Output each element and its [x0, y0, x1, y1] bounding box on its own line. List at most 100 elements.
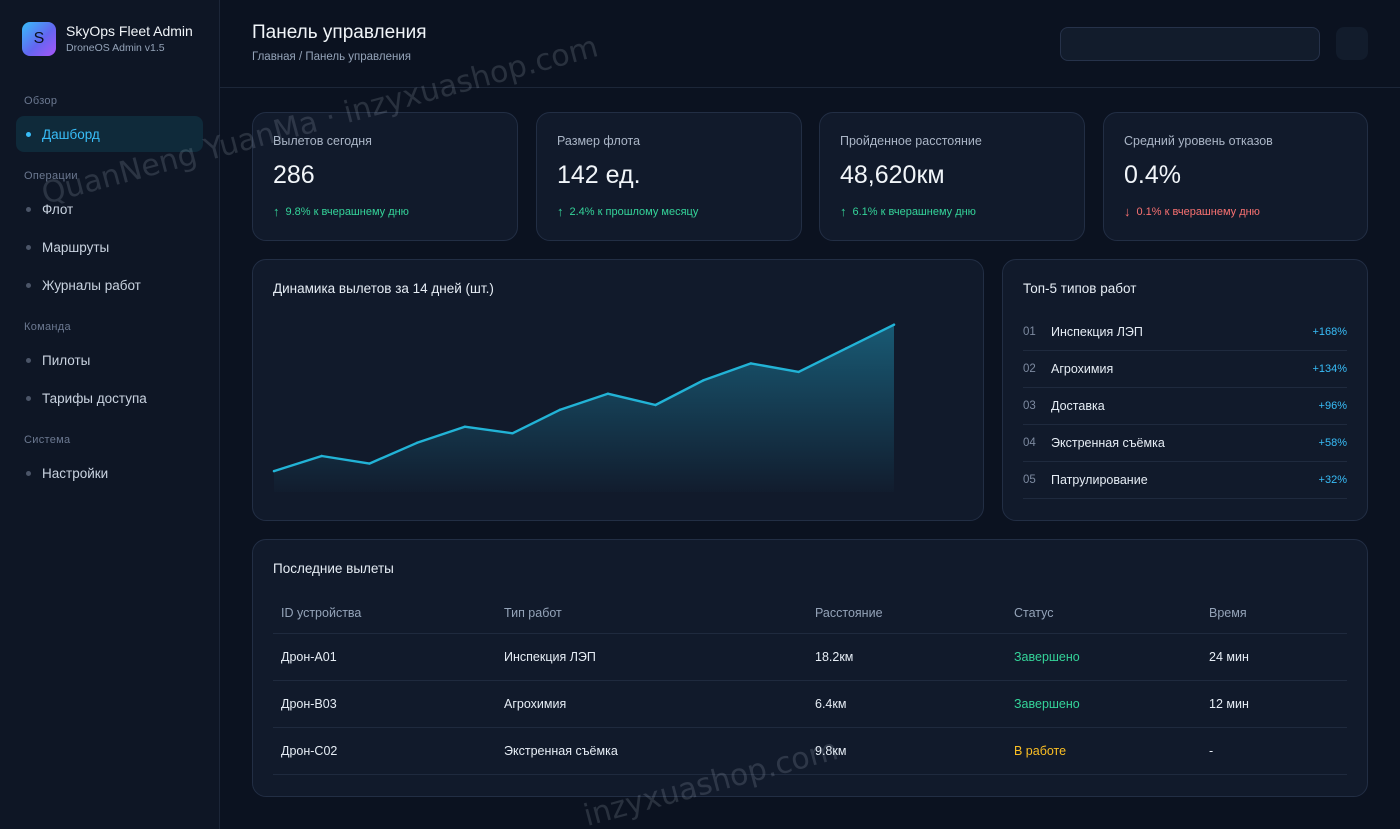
brand: S SkyOps Fleet Admin DroneOS Admin v1.5 [22, 22, 193, 56]
cell-work-type: Экстренная съёмка [504, 744, 618, 758]
table-row[interactable]: Дрон-C02 Экстренная съёмка 9.8км В работ… [273, 728, 1347, 775]
chart-area-fill [274, 324, 894, 492]
list-item[interactable]: 04 Экстренная съёмка +58% [1023, 425, 1347, 462]
chart-point-2 [320, 454, 323, 458]
breadcrumb: Главная / Панель управления [252, 51, 412, 63]
chart-point-10 [702, 379, 705, 382]
list-item[interactable]: 02 Агрохимия +134% [1023, 351, 1347, 388]
arrow-up-icon: ↑ [557, 204, 564, 219]
work-type-name: Агрохимия [1051, 362, 1114, 376]
cell-time: 24 мин [1209, 650, 1249, 664]
work-type-name: Патрулирование [1051, 473, 1148, 487]
chart-point-8 [606, 392, 610, 395]
stat-card-distance: Пройденное расстояние 48,620км ↑ 6.1% к … [819, 112, 1085, 241]
top5-title: Топ-5 типов работ [1023, 281, 1137, 296]
stat-label: Пройденное расстояние [840, 134, 982, 148]
chart-point-9 [654, 403, 657, 407]
page-title: Панель управления [252, 22, 427, 43]
stat-label: Размер флота [557, 134, 641, 148]
stat-change-text: 0.1% к вчерашнему дню [1136, 205, 1260, 218]
sidebar-item-routes[interactable]: Маршруты [16, 229, 203, 265]
sidebar-item-dashboard[interactable]: Дашборд [16, 116, 203, 152]
growth-percent: +134% [1312, 363, 1347, 375]
chart-point-13 [845, 347, 848, 350]
header-action-button[interactable] [1336, 27, 1368, 60]
status-badge: Завершено [1014, 650, 1080, 664]
recent-flights-table: ID устройства Тип работ Расстояние Стату… [273, 592, 1347, 775]
stat-change-text: 2.4% к прошлому месяцу [569, 205, 699, 218]
sidebar: S SkyOps Fleet Admin DroneOS Admin v1.5 … [0, 0, 220, 829]
chart-point-6 [511, 432, 514, 435]
chart-point-7 [558, 408, 562, 411]
sidebar-item-settings[interactable]: Настройки [16, 455, 203, 491]
chart-point-11 [749, 362, 753, 365]
column-header-work-type[interactable]: Тип работ [504, 605, 562, 620]
growth-percent: +32% [1318, 474, 1347, 486]
rank-number: 02 [1023, 363, 1036, 375]
stat-change: ↑ 9.8% к вчерашнему дню [273, 204, 409, 219]
brand-text: SkyOps Fleet Admin DroneOS Admin v1.5 [66, 22, 193, 56]
nav-dot-icon [26, 282, 31, 288]
sidebar-item-pilots[interactable]: Пилоты [16, 342, 203, 378]
stat-change: ↑ 6.1% к вчерашнему дню [840, 204, 976, 219]
cell-device-id: Дрон-C02 [281, 744, 338, 758]
status-badge: Завершено [1014, 697, 1080, 711]
nav-dot-icon [26, 244, 31, 250]
stat-change: ↓ 0.1% к вчерашнему дню [1124, 204, 1260, 219]
arrow-up-icon: ↑ [840, 204, 847, 219]
table-row[interactable]: Дрон-A01 Инспекция ЛЭП 18.2км Завершено … [273, 634, 1347, 681]
cell-work-type: Агрохимия [504, 697, 567, 711]
sidebar-item-fleet[interactable]: Флот [16, 191, 203, 227]
cell-work-type: Инспекция ЛЭП [504, 650, 596, 664]
cell-distance: 6.4км [815, 697, 847, 711]
rank-number: 03 [1023, 400, 1036, 412]
chart-title: Динамика вылетов за 14 дней (шт.) [273, 281, 494, 296]
sidebar-item-label: Настройки [42, 465, 109, 481]
chart-point-3 [368, 462, 371, 465]
column-header-distance[interactable]: Расстояние [815, 605, 883, 620]
stat-value: 286 [273, 161, 315, 189]
work-type-name: Экстренная съёмка [1051, 436, 1165, 450]
sidebar-item-access-plans[interactable]: Тарифы доступа [16, 380, 203, 416]
chart-series-line [272, 323, 896, 473]
rank-number: 01 [1023, 326, 1036, 338]
rank-number: 04 [1023, 437, 1036, 449]
stat-value: 0.4% [1124, 161, 1181, 189]
arrow-down-icon: ↓ [1124, 204, 1131, 219]
sidebar-item-work-logs[interactable]: Журналы работ [16, 267, 203, 303]
work-type-name: Инспекция ЛЭП [1051, 325, 1143, 339]
chart-point-5 [463, 425, 466, 428]
nav-dot-icon [26, 131, 31, 137]
nav-section-system: Система [24, 434, 71, 446]
status-badge: В работе [1014, 744, 1067, 758]
cell-time: - [1209, 744, 1214, 758]
nav-dot-icon [26, 206, 31, 212]
top5-work-types-card: Топ-5 типов работ 01 Инспекция ЛЭП +168%… [1002, 259, 1368, 521]
growth-percent: +96% [1318, 400, 1347, 412]
top-header: Панель управления Главная / Панель управ… [220, 0, 1400, 88]
stat-change: ↑ 2.4% к прошлому месяцу [557, 204, 698, 219]
search-input[interactable] [1060, 27, 1320, 61]
stat-label: Средний уровень отказов [1124, 134, 1273, 148]
sidebar-item-label: Маршруты [42, 239, 110, 255]
column-header-device-id[interactable]: ID устройства [281, 605, 362, 620]
stat-card-fleet-size: Размер флота 142 ед. ↑ 2.4% к прошлому м… [536, 112, 802, 241]
work-type-name: Доставка [1051, 399, 1105, 413]
sidebar-item-label: Дашборд [42, 126, 100, 142]
growth-percent: +58% [1318, 437, 1347, 449]
list-item[interactable]: 03 Доставка +96% [1023, 388, 1347, 425]
sidebar-item-label: Тарифы доступа [42, 390, 147, 406]
growth-percent: +168% [1312, 326, 1347, 338]
column-header-status[interactable]: Статус [1014, 605, 1054, 620]
stat-card-flights-today: Вылетов сегодня 286 ↑ 9.8% к вчерашнему … [252, 112, 518, 241]
table-row[interactable]: Дрон-B03 Агрохимия 6.4км Завершено 12 ми… [273, 681, 1347, 728]
sidebar-item-label: Пилоты [42, 352, 91, 368]
sidebar-item-label: Флот [42, 201, 74, 217]
column-header-time[interactable]: Время [1209, 605, 1247, 620]
list-item[interactable]: 01 Инспекция ЛЭП +168% [1023, 314, 1347, 351]
list-item[interactable]: 05 Патрулирование +32% [1023, 462, 1347, 499]
stat-label: Вылетов сегодня [273, 134, 372, 148]
table-header: ID устройства Тип работ Расстояние Стату… [273, 592, 1347, 634]
chart-point-1 [272, 469, 276, 473]
brand-logo: S [22, 22, 56, 56]
